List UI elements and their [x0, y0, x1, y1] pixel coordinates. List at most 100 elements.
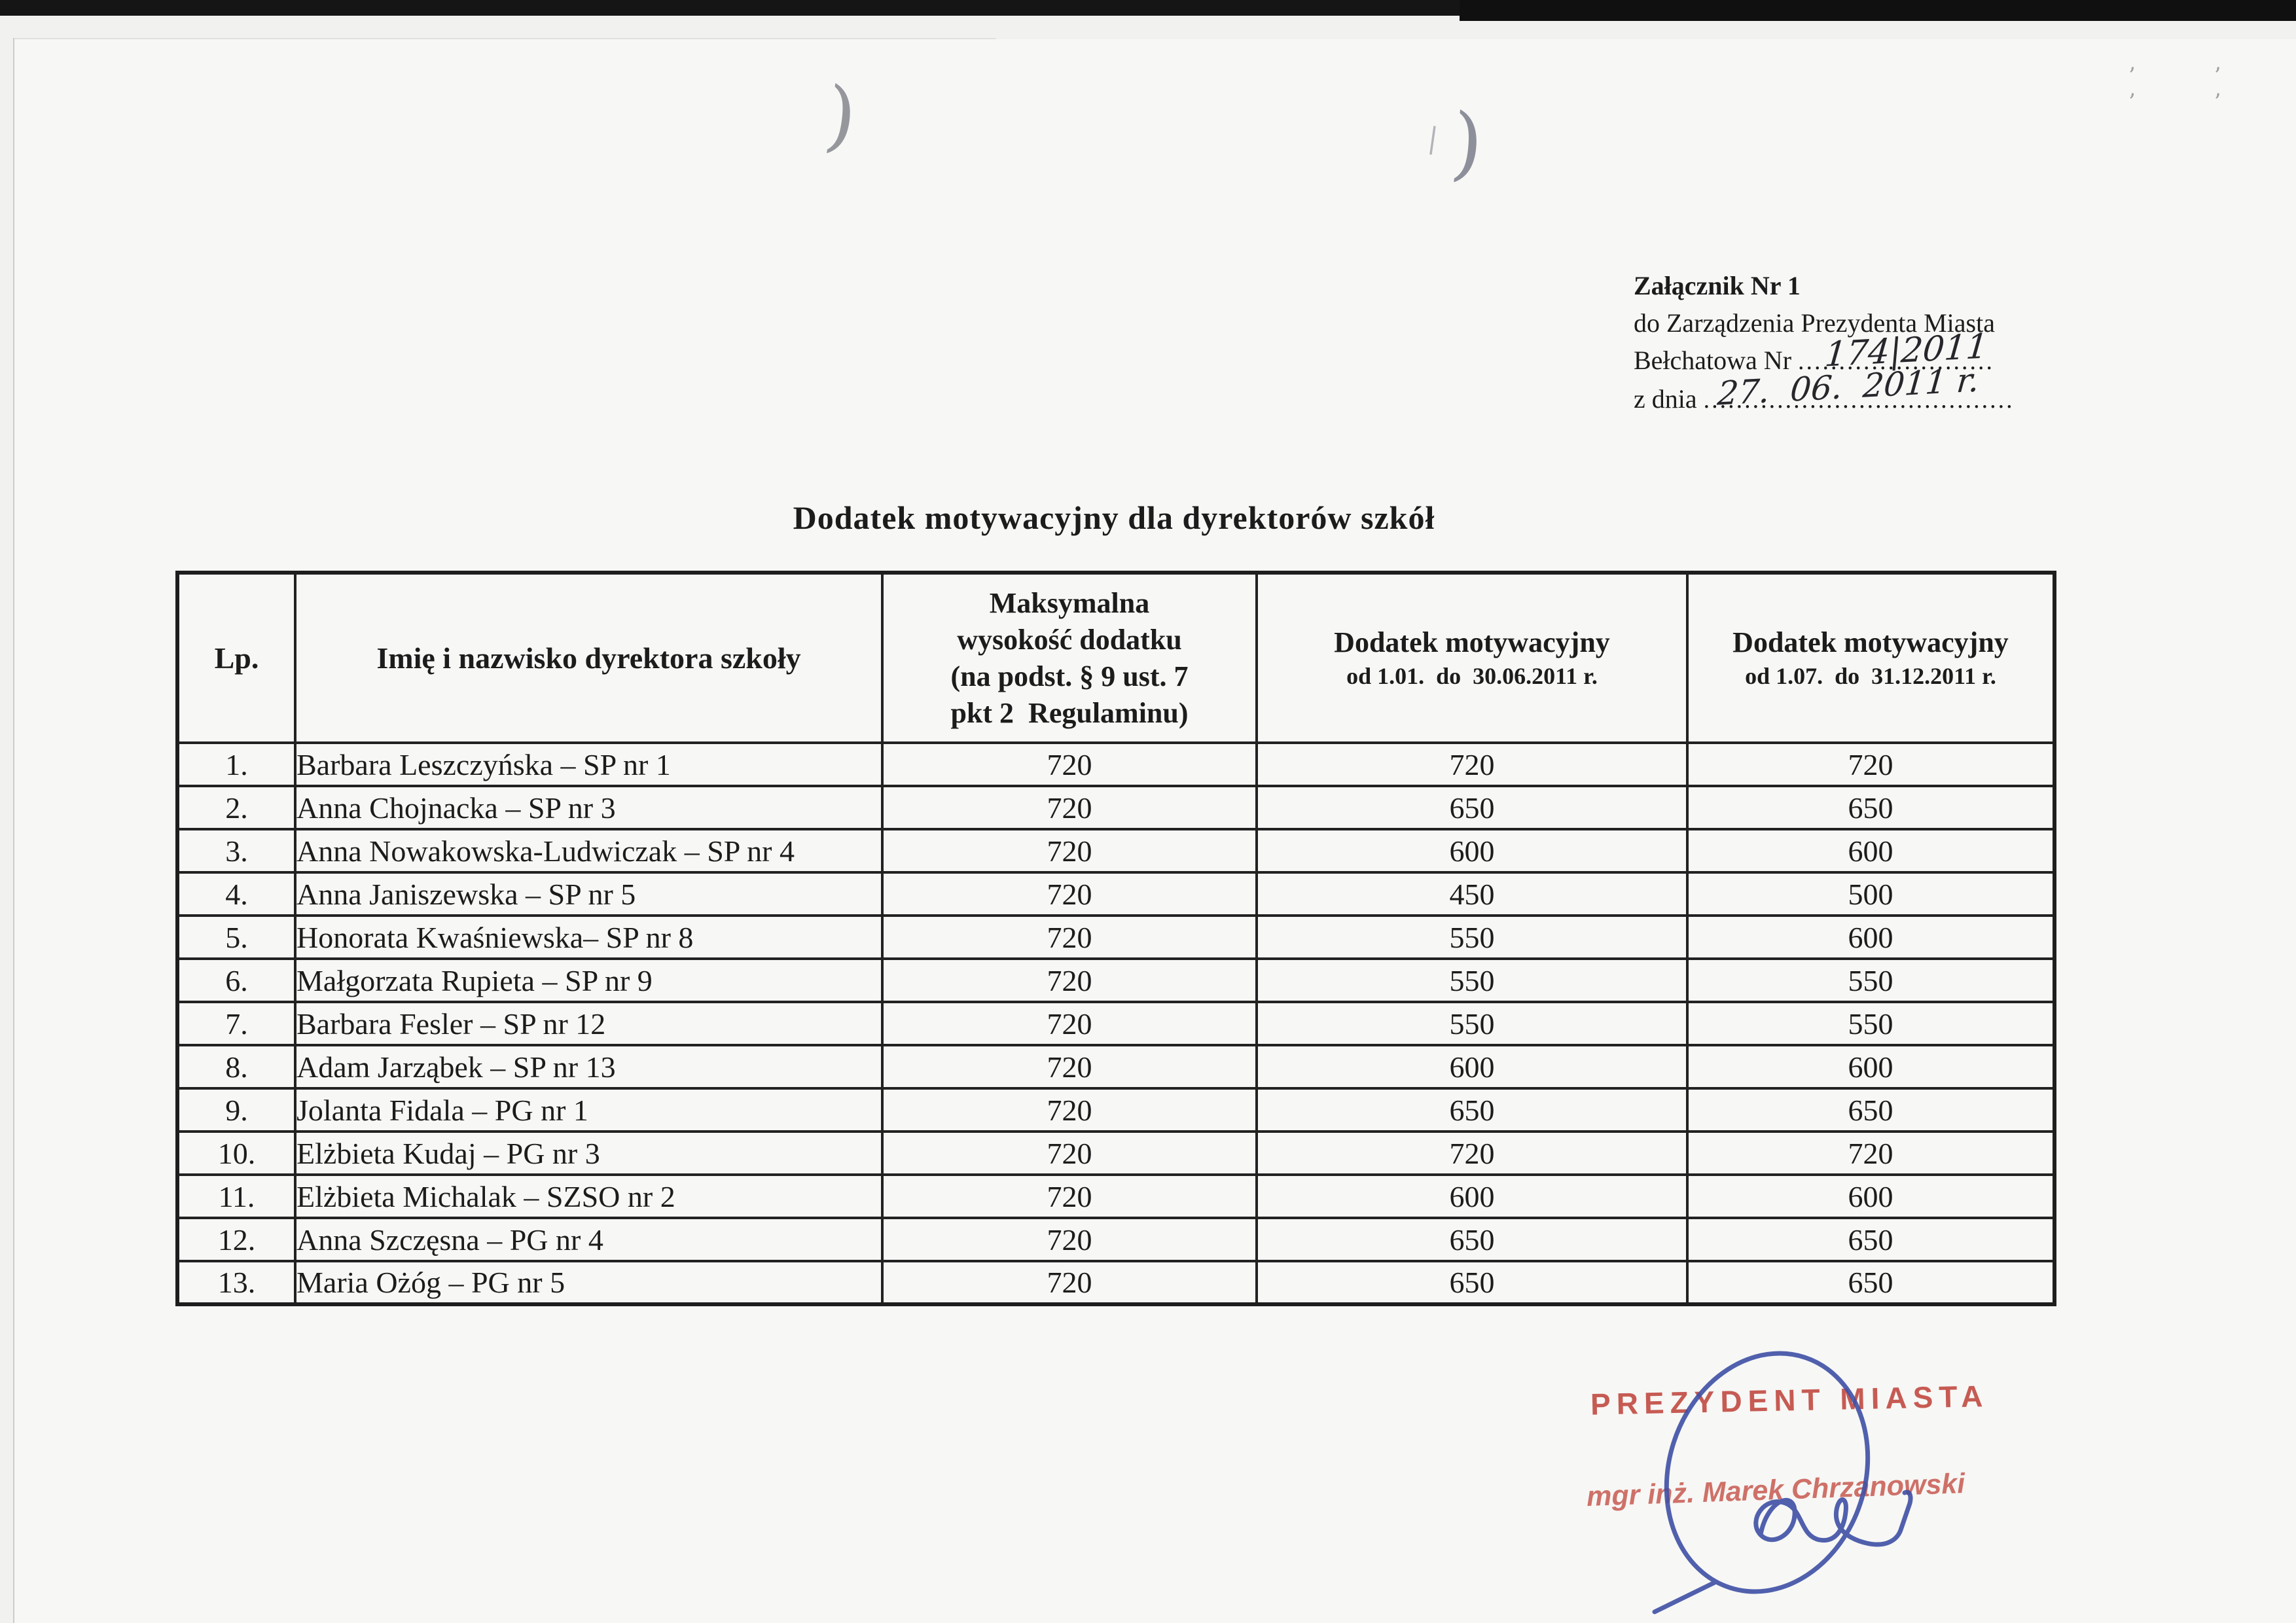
row-number: 11. [176, 1173, 296, 1219]
header-row: Lp. Imię i nazwisko dyrektora szkoły Mak… [176, 571, 2056, 744]
amount-period-2: 600 [1686, 1173, 2056, 1219]
director-name: Anna Chojnacka – SP nr 3 [294, 785, 884, 830]
amount-period-2: 500 [1686, 871, 2056, 917]
header-max-line: wysokość dodatku [957, 623, 1182, 656]
max-amount: 720 [881, 1130, 1258, 1176]
director-name: Barbara Leszczyńska – SP nr 1 [294, 741, 884, 787]
max-amount: 720 [881, 1087, 1258, 1133]
amount-period-2: 550 [1686, 1001, 2056, 1046]
header-max-line: (na podst. § 9 ust. 7 [950, 660, 1189, 692]
page-left-edge [13, 38, 14, 1623]
max-amount: 720 [881, 914, 1258, 960]
table-row: 3. Anna Nowakowska-Ludwiczak – SP nr 4 7… [176, 828, 2056, 874]
max-amount: 720 [881, 871, 1258, 917]
attachment-note: Załącznik Nr 1 do Zarządzenia Prezydenta… [1634, 267, 2131, 419]
max-amount: 720 [881, 1044, 1258, 1090]
amount-period-1: 450 [1255, 871, 1689, 917]
allowance-table: Lp. Imię i nazwisko dyrektora szkoły Mak… [175, 571, 2056, 1306]
row-number: 10. [176, 1130, 296, 1176]
header-period-1-title: Dodatek motywacyjny [1334, 626, 1610, 658]
row-number: 8. [176, 1044, 296, 1090]
amount-period-1: 650 [1255, 785, 1689, 830]
attachment-line4: z dnia .................................… [1634, 361, 2131, 419]
amount-period-1: 720 [1255, 1130, 1689, 1176]
max-amount: 720 [881, 1001, 1258, 1046]
table-row: 11. Elżbieta Michalak – SZSO nr 2 720 60… [176, 1173, 2056, 1219]
table-row: 5. Honorata Kwaśniewska– SP nr 8 720 550… [176, 914, 2056, 960]
row-number: 9. [176, 1087, 296, 1133]
header-max-amount: Maksymalna wysokość dodatku (na podst. §… [881, 571, 1258, 744]
row-number: 7. [176, 1001, 296, 1046]
amount-period-1: 650 [1255, 1087, 1689, 1133]
attachment-line3-printed: Bełchatowa Nr [1634, 346, 1799, 375]
attachment-line2: do Zarządzenia Prezydenta Miasta [1634, 308, 1995, 338]
header-period-2: Dodatek motywacyjny od 1.07. do 31.12.20… [1686, 571, 2056, 744]
amount-period-1: 550 [1255, 957, 1689, 1003]
director-name: Anna Janiszewska – SP nr 5 [294, 871, 884, 917]
amount-period-2: 720 [1686, 741, 2056, 787]
amount-period-2: 720 [1686, 1130, 2056, 1176]
amount-period-1: 550 [1255, 914, 1689, 960]
header-name: Imię i nazwisko dyrektora szkoły [294, 571, 884, 744]
header-lp: Lp. [176, 571, 296, 744]
corner-scan-marks: ’’ ’’ [2128, 63, 2296, 115]
signature-scribble [1652, 1351, 1913, 1614]
max-amount: 720 [881, 1173, 1258, 1219]
max-amount: 720 [881, 1217, 1258, 1262]
amount-period-2: 550 [1686, 957, 2056, 1003]
row-number: 1. [176, 741, 296, 787]
signature-loop [1664, 1351, 1871, 1594]
max-amount: 720 [881, 741, 1258, 787]
director-name: Honorata Kwaśniewska– SP nr 8 [294, 914, 884, 960]
header-period-2-title: Dodatek motywacyjny [1732, 626, 2009, 658]
header-max-line: pkt 2 Regulaminu) [950, 696, 1189, 729]
header-period-1-range: od 1.01. do 30.06.2011 r. [1346, 662, 1598, 689]
director-name: Elżbieta Michalak – SZSO nr 2 [294, 1173, 884, 1219]
row-number: 3. [176, 828, 296, 874]
table-row: 4. Anna Janiszewska – SP nr 5 720 450 50… [176, 871, 2056, 917]
table-row: 2. Anna Chojnacka – SP nr 3 720 650 650 [176, 785, 2056, 830]
signature-squiggle [1753, 1489, 1913, 1547]
table-row: 8. Adam Jarząbek – SP nr 13 720 600 600 [176, 1044, 2056, 1090]
row-number: 2. [176, 785, 296, 830]
header-period-2-range: od 1.07. do 31.12.2011 r. [1745, 662, 1996, 689]
director-name: Barbara Fesler – SP nr 12 [294, 1001, 884, 1046]
amount-period-2: 650 [1686, 1087, 2056, 1133]
director-name: Adam Jarząbek – SP nr 13 [294, 1044, 884, 1090]
signature-tail [1652, 1579, 1719, 1614]
table-row: 10. Elżbieta Kudaj – PG nr 3 720 720 720 [176, 1130, 2056, 1176]
row-number: 4. [176, 871, 296, 917]
page-top-edge [14, 38, 996, 39]
amount-period-2: 600 [1686, 828, 2056, 874]
amount-period-1: 600 [1255, 1044, 1689, 1090]
director-name: Elżbieta Kudaj – PG nr 3 [294, 1130, 884, 1176]
director-name: Jolanta Fidala – PG nr 1 [294, 1087, 884, 1133]
table-header: Lp. Imię i nazwisko dyrektora szkoły Mak… [176, 571, 2056, 744]
amount-period-2: 650 [1686, 1260, 2056, 1306]
director-name: Anna Nowakowska-Ludwiczak – SP nr 4 [294, 828, 884, 874]
amount-period-1: 650 [1255, 1217, 1689, 1262]
amount-period-1: 650 [1255, 1260, 1689, 1306]
row-number: 6. [176, 957, 296, 1003]
attachment-title: Załącznik Nr 1 [1634, 271, 1801, 300]
amount-period-2: 600 [1686, 914, 2056, 960]
director-name: Anna Szczęsna – PG nr 4 [294, 1217, 884, 1262]
amount-period-2: 650 [1686, 1217, 2056, 1262]
table-row: 12. Anna Szczęsna – PG nr 4 720 650 650 [176, 1217, 2056, 1262]
director-name: Maria Ożóg – PG nr 5 [294, 1260, 884, 1306]
row-number: 12. [176, 1217, 296, 1262]
document-title: Dodatek motywacyjny dla dyrektorów szkół [793, 499, 1435, 536]
table-row: 9. Jolanta Fidala – PG nr 1 720 650 650 [176, 1087, 2056, 1133]
attachment-line3: Bełchatowa Nr ........................ 1… [1634, 327, 2131, 380]
max-amount: 720 [881, 957, 1258, 1003]
amount-period-1: 720 [1255, 741, 1689, 787]
attachment-line4-printed: z dnia [1634, 384, 1704, 414]
amount-period-2: 600 [1686, 1044, 2056, 1090]
table-body: 1. Barbara Leszczyńska – SP nr 1 720 720… [176, 741, 2056, 1306]
dotted-line: ........................ [1798, 348, 1995, 375]
amount-period-1: 600 [1255, 1173, 1689, 1219]
director-name: Małgorzata Rupieta – SP nr 9 [294, 957, 884, 1003]
header-period-1: Dodatek motywacyjny od 1.01. do 30.06.20… [1255, 571, 1689, 744]
row-number: 5. [176, 914, 296, 960]
